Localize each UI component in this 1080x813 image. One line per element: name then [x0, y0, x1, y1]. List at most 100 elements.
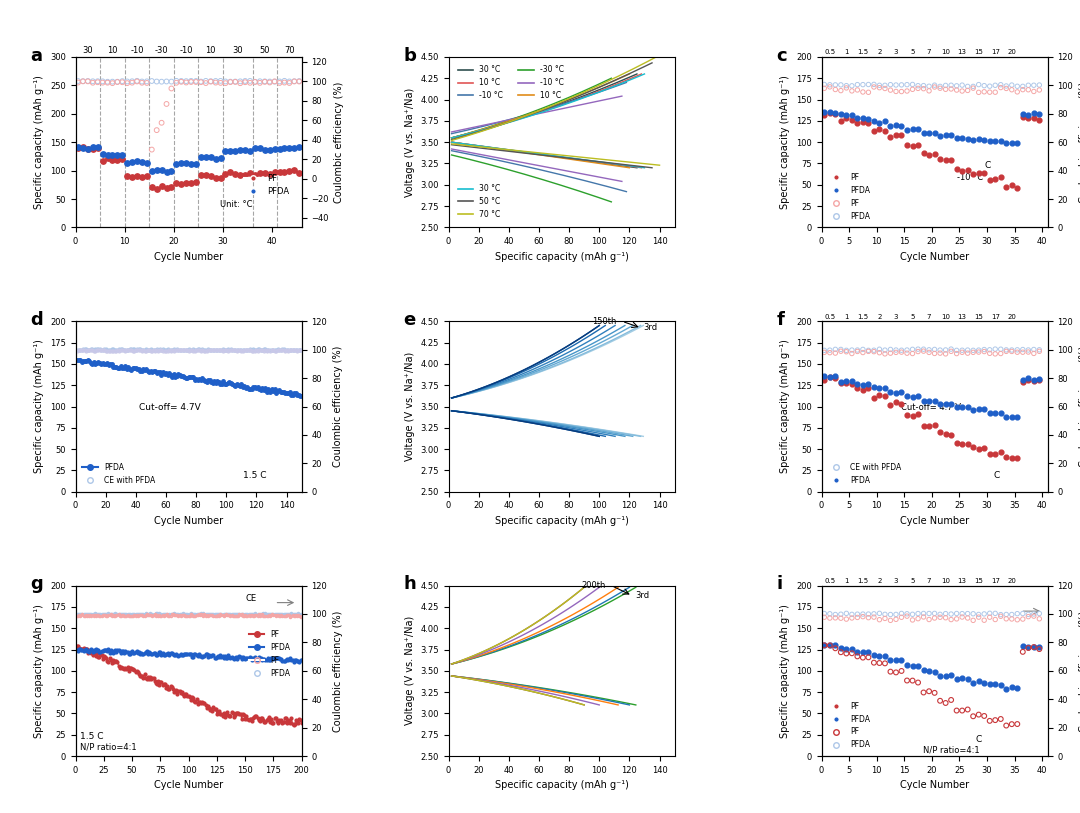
Point: [173, 177, 190, 190]
Point: [123, 75, 140, 88]
Point: [854, 346, 872, 359]
Point: [1020, 641, 1037, 654]
Point: [838, 346, 855, 359]
Point: [838, 81, 855, 94]
Point: [242, 76, 259, 89]
Point: [1009, 607, 1026, 620]
Point: [123, 156, 140, 169]
Point: [1020, 373, 1037, 386]
Point: [826, 369, 843, 382]
Point: [998, 343, 1015, 356]
Point: [904, 123, 921, 136]
Text: 2: 2: [877, 50, 881, 55]
Point: [926, 127, 943, 140]
Point: [177, 157, 194, 170]
Point: [970, 167, 987, 180]
X-axis label: Specific capacity (mAh g⁻¹): Specific capacity (mAh g⁻¹): [495, 252, 629, 262]
Point: [865, 78, 882, 91]
Point: [198, 150, 215, 163]
Point: [815, 344, 833, 357]
Text: 17: 17: [990, 578, 1000, 584]
Point: [888, 346, 905, 359]
Y-axis label: Coulombic efficiency (%): Coulombic efficiency (%): [333, 346, 342, 467]
Point: [838, 374, 855, 387]
Point: [899, 610, 916, 623]
Text: C: C: [994, 471, 1000, 480]
Point: [937, 398, 955, 411]
Point: [833, 646, 850, 659]
Point: [904, 78, 921, 91]
Point: [937, 669, 955, 682]
Point: [207, 172, 225, 185]
Point: [838, 79, 855, 92]
Point: [970, 403, 987, 416]
Y-axis label: Specific capacity (mAh g⁻¹): Specific capacity (mAh g⁻¹): [35, 76, 44, 209]
Point: [899, 85, 916, 98]
Point: [970, 78, 987, 91]
Point: [915, 343, 932, 356]
Point: [1025, 373, 1042, 386]
Text: 15: 15: [974, 50, 983, 55]
Point: [104, 154, 121, 167]
Point: [1014, 80, 1031, 93]
Point: [94, 76, 111, 89]
Point: [212, 74, 229, 87]
Point: [119, 156, 136, 169]
Point: [998, 612, 1015, 625]
Point: [113, 149, 131, 162]
Point: [167, 157, 185, 170]
Point: [821, 107, 838, 120]
Y-axis label: Coulombic efficiency (%): Coulombic efficiency (%): [1079, 346, 1080, 467]
Point: [849, 78, 866, 91]
Point: [931, 426, 948, 439]
Point: [843, 85, 861, 98]
Point: [959, 133, 976, 146]
Point: [291, 75, 308, 88]
Text: 1: 1: [845, 578, 849, 584]
Point: [888, 344, 905, 357]
Point: [237, 75, 254, 88]
Text: 3: 3: [894, 314, 899, 320]
Point: [153, 116, 171, 129]
Point: [821, 370, 838, 383]
Point: [882, 343, 900, 356]
Point: [893, 611, 910, 624]
Point: [931, 398, 948, 411]
Point: [1025, 375, 1042, 388]
Point: [163, 164, 180, 177]
Point: [192, 75, 210, 88]
Point: [1003, 451, 1021, 464]
Text: 7: 7: [927, 578, 931, 584]
Point: [959, 80, 976, 93]
Legend: PF, PFDA, PF, PFDA: PF, PFDA, PF, PFDA: [825, 170, 873, 224]
Point: [964, 80, 982, 93]
Point: [1014, 373, 1031, 386]
Point: [865, 611, 882, 624]
Point: [870, 116, 888, 129]
Point: [266, 75, 283, 88]
Point: [1030, 642, 1048, 655]
Text: N/P ratio=4:1: N/P ratio=4:1: [80, 742, 137, 751]
Point: [954, 131, 971, 144]
Point: [981, 85, 998, 98]
Point: [281, 75, 298, 88]
Point: [843, 642, 861, 655]
Text: 70: 70: [284, 46, 295, 55]
Point: [931, 80, 948, 93]
Point: [920, 664, 937, 677]
Point: [843, 374, 861, 387]
Point: [1025, 343, 1042, 356]
Point: [821, 639, 838, 652]
Point: [954, 344, 971, 357]
Y-axis label: Voltage (V vs. Na⁺/Na): Voltage (V vs. Na⁺/Na): [405, 352, 415, 461]
Point: [860, 344, 877, 357]
Point: [221, 76, 239, 89]
Point: [75, 141, 92, 154]
Legend: PF, PFDA, PF, PFDA: PF, PFDA, PF, PFDA: [825, 698, 873, 752]
Point: [964, 81, 982, 94]
Point: [987, 448, 1004, 461]
Y-axis label: Specific capacity (mAh g⁻¹): Specific capacity (mAh g⁻¹): [35, 340, 44, 473]
Point: [954, 85, 971, 98]
Point: [849, 345, 866, 358]
Text: 7: 7: [927, 50, 931, 55]
